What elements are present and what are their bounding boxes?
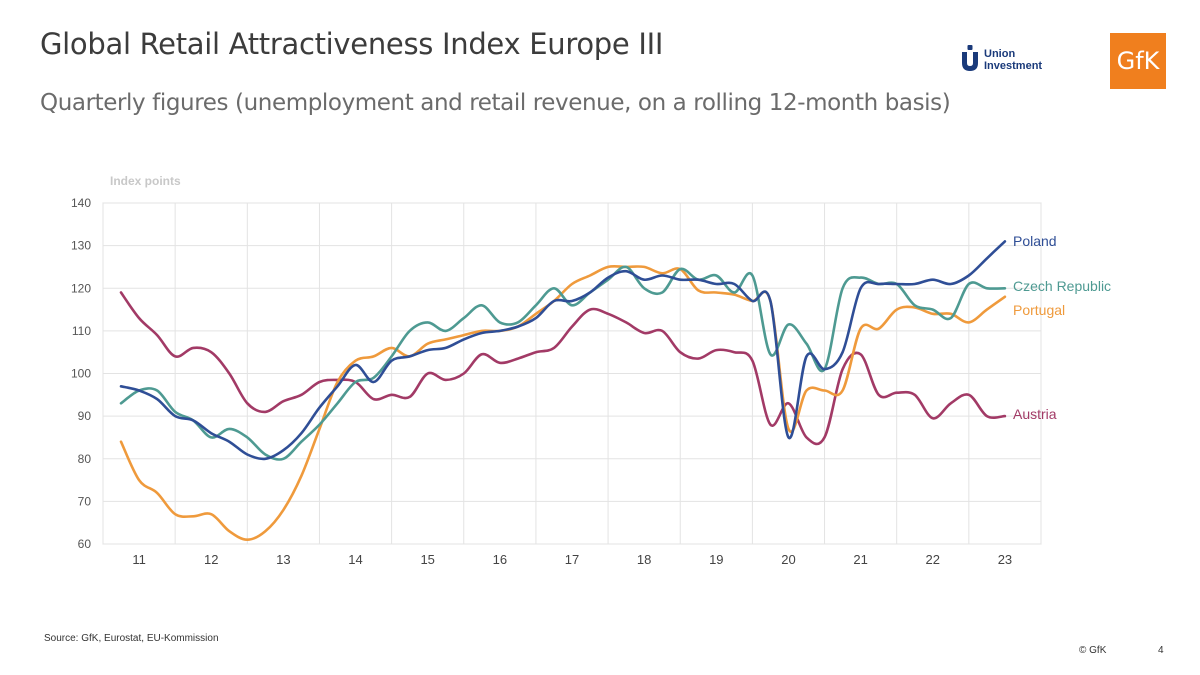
chart-grid: [102, 202, 1042, 545]
series-lines: [119, 240, 1007, 541]
union-investment-logo: Union Investment: [958, 44, 1068, 78]
series-line-portugal: [119, 264, 1007, 541]
x-tick-label: 12: [204, 552, 218, 567]
x-tick-label: 11: [132, 552, 146, 567]
gfk-logo-text: GfK: [1116, 47, 1160, 75]
y-tick-label: 140: [71, 196, 91, 210]
x-tick-label: 20: [781, 552, 795, 567]
union-investment-logo-icon: [962, 45, 978, 71]
x-tick-label: 14: [348, 552, 362, 567]
x-tick-label: 21: [853, 552, 867, 567]
series-line-czech-republic: [119, 265, 1007, 461]
y-tick-label: 100: [71, 367, 91, 381]
x-tick-label: 18: [637, 552, 651, 567]
y-tick-label: 70: [78, 494, 92, 508]
series-label-portugal: Portugal: [1013, 302, 1065, 318]
y-axis-label: Index points: [110, 174, 181, 188]
series-label-austria: Austria: [1013, 406, 1057, 422]
page-number: 4: [1158, 645, 1164, 656]
footer-source: Source: GfK, Eurostat, EU-Kommission: [44, 633, 219, 644]
footer-copyright: © GfK: [1079, 645, 1107, 656]
y-tick-label: 60: [78, 537, 92, 551]
series-line-austria: [119, 291, 1007, 446]
y-tick-label: 80: [78, 452, 92, 466]
gfk-logo: GfK: [1110, 33, 1166, 89]
series-labels: Austria Portugal Czech Republic Poland: [1013, 233, 1111, 422]
y-tick-label: 110: [72, 324, 91, 338]
x-tick-label: 16: [493, 552, 507, 567]
x-tick-label: 19: [709, 552, 723, 567]
x-axis-ticks: 11 12 13 14 15 16 17 18 19 20 21 22 23: [132, 552, 1012, 567]
y-tick-label: 90: [78, 409, 92, 423]
x-tick-label: 17: [565, 552, 579, 567]
page-title: Global Retail Attractiveness Index Europ…: [40, 27, 664, 61]
x-tick-label: 22: [926, 552, 940, 567]
union-investment-logo-text: Union Investment: [984, 48, 1043, 72]
x-tick-label: 15: [420, 552, 434, 567]
x-tick-label: 13: [276, 552, 290, 567]
series-label-czech-republic: Czech Republic: [1013, 278, 1111, 294]
x-tick-label: 23: [998, 552, 1012, 567]
y-axis-ticks: 60 70 80 90 100 110 120 130 140: [71, 196, 91, 551]
y-tick-label: 130: [71, 239, 91, 253]
y-tick-label: 120: [71, 281, 91, 295]
series-line-poland: [119, 240, 1007, 461]
page-subtitle: Quarterly figures (unemployment and reta…: [40, 90, 951, 116]
series-label-poland: Poland: [1013, 233, 1057, 249]
